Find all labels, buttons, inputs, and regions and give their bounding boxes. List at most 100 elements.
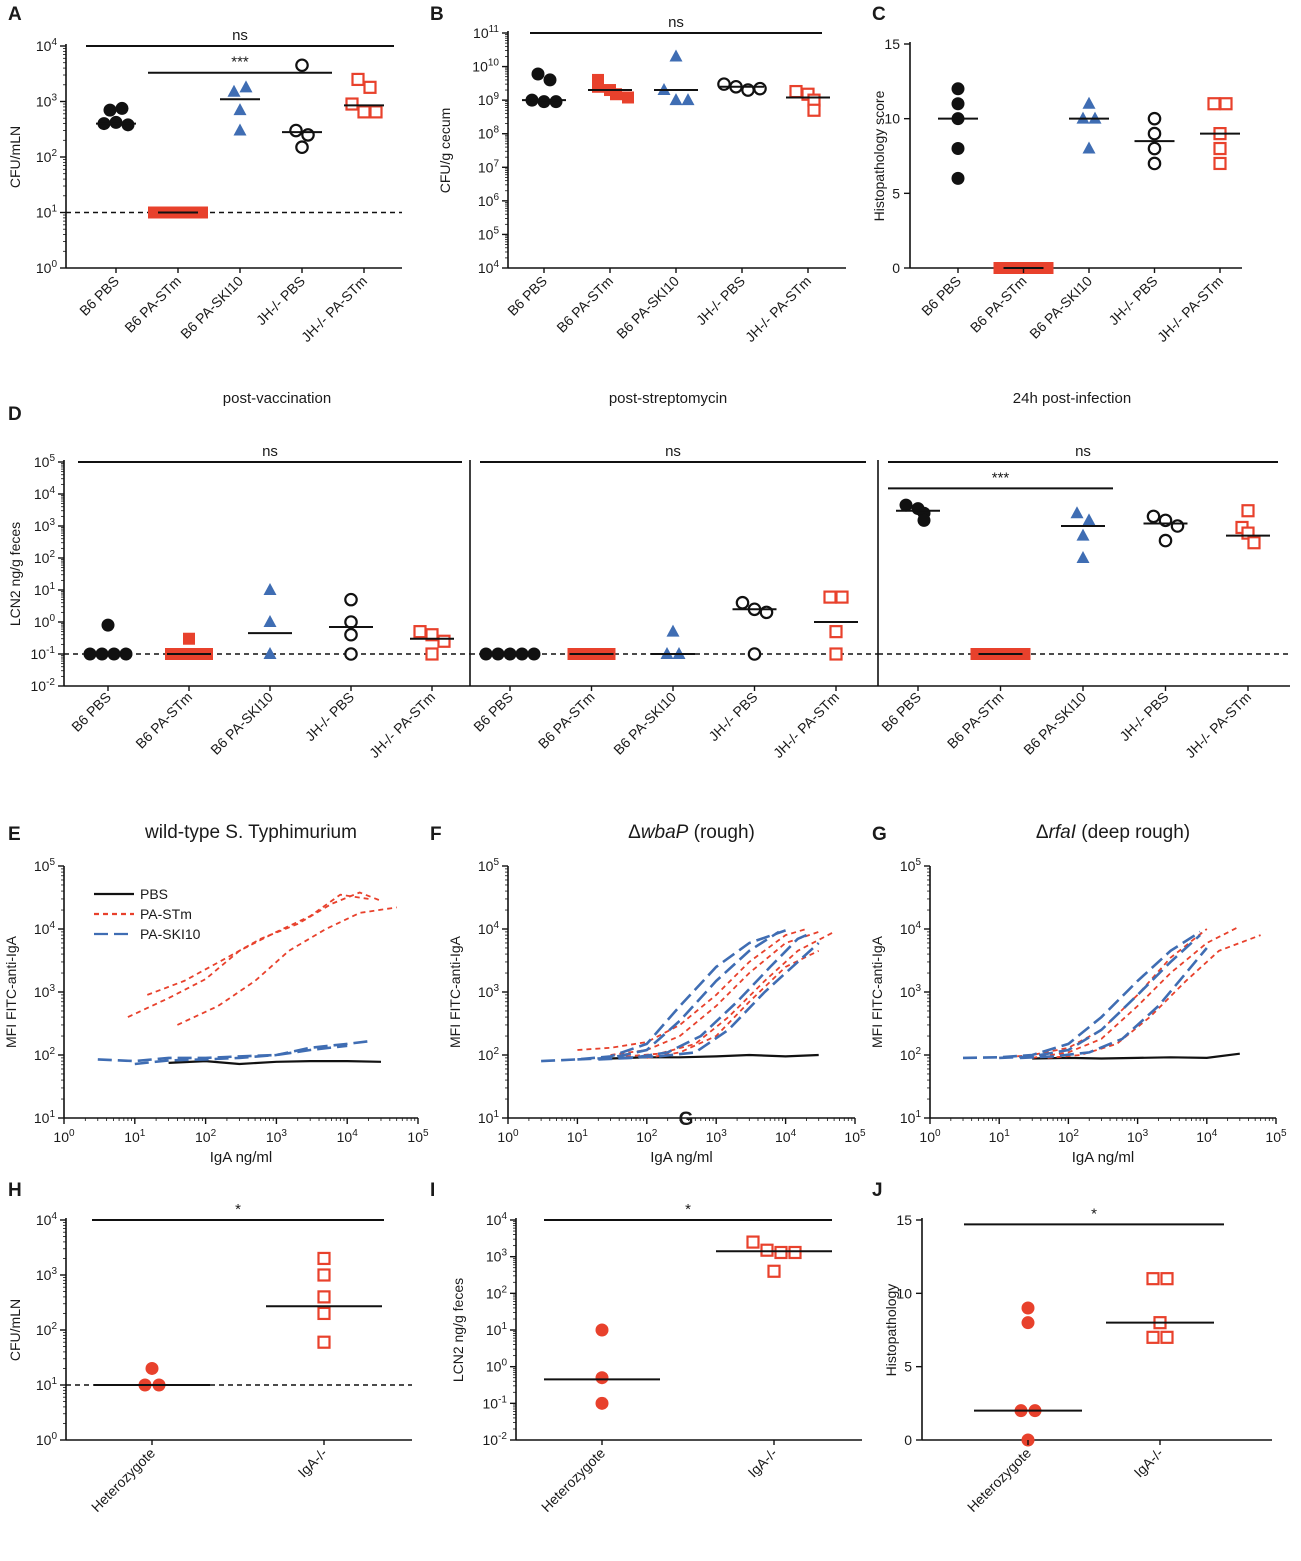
y-tick-label: 104 (34, 920, 56, 937)
y-tick-label: 10-1 (31, 645, 56, 662)
y-tick-label: 1011 (473, 24, 499, 41)
data-point (543, 73, 557, 87)
x-category-label: B6 PBS (918, 273, 964, 319)
x-category-label: Heterozygote (538, 1445, 608, 1515)
y-tick-label: 101 (36, 204, 58, 221)
y-tick-label: 100 (36, 259, 58, 276)
data-point (239, 80, 253, 93)
significance-label: * (235, 1201, 241, 1218)
x-tick-label: 102 (1058, 1128, 1080, 1145)
y-tick-label: 104 (36, 37, 58, 54)
data-point (549, 95, 563, 109)
data-point (669, 49, 683, 62)
data-point (345, 97, 359, 111)
data-point (1147, 156, 1162, 171)
panel-letter: F (430, 824, 442, 845)
data-point (1147, 141, 1162, 156)
data-point (622, 91, 634, 104)
data-point (1082, 96, 1096, 109)
data-point (951, 142, 965, 156)
data-point (595, 1323, 609, 1337)
y-axis-label: MFI FITC-anti-IgA (447, 935, 463, 1048)
data-point (295, 140, 309, 155)
y-tick-label: 103 (478, 983, 500, 1000)
y-tick-label: 10 (896, 1285, 912, 1301)
panel-letter: I (430, 1180, 435, 1201)
y-tick-label: 102 (34, 1046, 56, 1063)
data-point (829, 647, 843, 661)
panel-letter: J (872, 1180, 883, 1201)
data-point (233, 123, 247, 136)
data-point (148, 206, 160, 219)
y-tick-label: 101 (34, 581, 56, 598)
data-point (425, 647, 439, 661)
significance-label: *** (992, 469, 1010, 486)
y-tick-label: 10-1 (483, 1394, 508, 1411)
series-line-pa-stm (625, 931, 835, 1058)
data-point (951, 82, 965, 96)
data-point (1082, 513, 1096, 526)
x-tick-label: 103 (706, 1128, 728, 1145)
y-tick-label: 101 (900, 1109, 922, 1126)
data-point (109, 115, 123, 129)
y-axis-label: Histopathology (883, 1284, 899, 1377)
x-category-label: B6 PA-SKI10 (207, 689, 276, 758)
data-point (1146, 1272, 1160, 1286)
x-category-label: B6 PA-SKI10 (1026, 273, 1095, 342)
data-point (1160, 1272, 1174, 1286)
y-tick-label: 102 (900, 1046, 922, 1063)
x-category-label: JH-/- PA-STm (742, 273, 814, 345)
data-point (666, 624, 680, 637)
panel-letter: G (872, 824, 887, 845)
x-tick-label: 101 (989, 1128, 1011, 1145)
x-category-label: JH-/- PA-STm (298, 273, 370, 345)
y-tick-label: 102 (486, 1284, 508, 1301)
series-line-pa-ski10 (1019, 947, 1208, 1060)
x-tick-label: 101 (124, 1128, 146, 1145)
x-category-label: JH-/- PBS (302, 689, 357, 744)
panel-letter: H (8, 1180, 22, 1201)
x-tick-label: 102 (195, 1128, 217, 1145)
significance-label: ns (668, 14, 684, 31)
y-tick-label: 103 (900, 983, 922, 1000)
data-point (351, 72, 365, 87)
x-tick-label: 105 (407, 1128, 429, 1145)
y-tick-label: 101 (486, 1321, 508, 1338)
y-tick-label: 105 (34, 857, 56, 874)
y-tick-label: 102 (478, 1046, 500, 1063)
y-tick-label: 15 (884, 36, 900, 52)
overlay-label: G (679, 1109, 694, 1130)
panel-e: 101 102 103 104 105 100 101 102 103 104 105 IgA ng/… (3, 822, 429, 1166)
subpanel-title: 24h post-infection (1013, 390, 1131, 407)
data-point (1213, 141, 1227, 156)
data-point (669, 93, 683, 106)
significance-label: * (1091, 1205, 1097, 1222)
data-point (363, 80, 377, 94)
data-point (317, 1251, 331, 1266)
y-tick-label: 5 (904, 1359, 912, 1375)
x-tick-label: 105 (1265, 1128, 1287, 1145)
data-point (317, 1335, 331, 1349)
x-tick-label: 100 (919, 1128, 941, 1145)
data-point (103, 103, 117, 117)
y-tick-label: 104 (900, 920, 922, 937)
x-tick-label: 103 (1127, 1128, 1149, 1145)
data-point (788, 1245, 802, 1260)
data-point (917, 513, 931, 527)
data-point (835, 590, 849, 604)
series-line-pa-stm (146, 891, 382, 996)
x-category-label: B6 PA-SKI10 (1020, 689, 1089, 758)
x-category-label: Heterozygote (964, 1445, 1034, 1515)
x-category-label: JH-/- PBS (693, 273, 748, 328)
panel-c: 0 5 10 15 Histopathology score B6 PBS B6 PA-ST… (871, 36, 1242, 345)
data-point (1041, 262, 1054, 274)
panel-letter: D (8, 404, 22, 425)
data-point (717, 77, 731, 91)
x-category-label: B6 PA-SKI10 (610, 689, 679, 758)
data-point (369, 105, 383, 119)
x-category-label: Heterozygote (88, 1445, 158, 1515)
data-point (295, 58, 309, 73)
data-point (595, 1396, 609, 1410)
x-category-label: JH-/- PA-STm (366, 689, 438, 761)
data-point (767, 1264, 781, 1278)
